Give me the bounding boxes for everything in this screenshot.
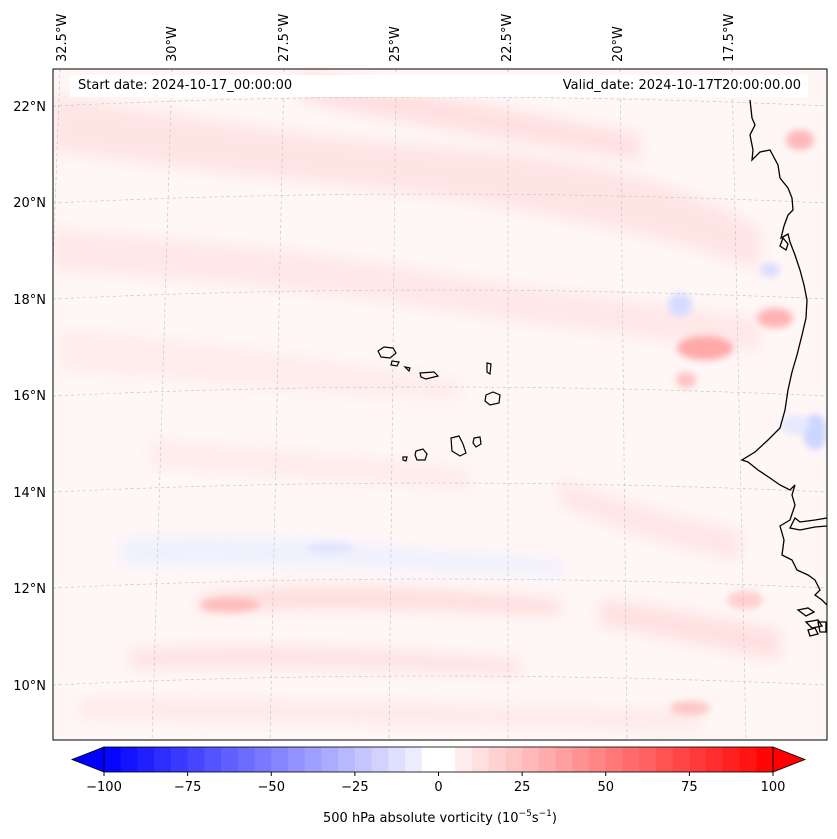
start-date-label: Start date: 2024-10-17_00:00:00 xyxy=(74,77,297,95)
colorbar-title: 500 hPa absolute vorticity (10−5s−1) xyxy=(323,809,557,826)
colorbar-segment xyxy=(237,747,256,772)
lat-label: 10°N xyxy=(13,679,46,694)
lat-label: 22°N xyxy=(13,100,46,115)
colorbar-segment xyxy=(572,747,590,772)
colorbar-segment xyxy=(304,747,322,772)
colorbar-tick-label: −100 xyxy=(86,780,122,795)
colorbar-segment xyxy=(170,747,189,772)
colorbar-segment xyxy=(154,747,172,772)
colorbar-segment xyxy=(538,747,557,772)
colorbar-segment xyxy=(605,747,623,772)
vorticity-field xyxy=(53,69,827,740)
lon-label: 25°W xyxy=(388,26,403,62)
lat-label: 18°N xyxy=(13,293,46,308)
lon-label: 22.5°W xyxy=(500,14,515,62)
colorbar-segment xyxy=(338,747,356,772)
colorbar-tick-label: 100 xyxy=(761,780,786,795)
colorbar-segment xyxy=(706,747,724,772)
colorbar-tick-label: −25 xyxy=(341,780,368,795)
colorbar xyxy=(70,746,807,773)
colorbar-segment xyxy=(639,747,657,772)
colorbar-extend-max xyxy=(772,746,807,773)
lat-label: 12°N xyxy=(13,582,46,597)
colorbar-segment xyxy=(204,747,222,772)
colorbar-segment xyxy=(187,747,205,772)
colorbar-segment xyxy=(505,747,523,772)
colorbar-segment xyxy=(137,747,155,772)
colorbar-tick-label: 0 xyxy=(434,780,442,795)
colorbar-segment xyxy=(438,747,456,772)
lon-label: 30°W xyxy=(165,26,180,62)
colorbar-tick-label: −50 xyxy=(258,780,285,795)
cape-verde-islands xyxy=(377,346,501,462)
colorbar-segment xyxy=(120,747,138,772)
colorbar-segment xyxy=(405,747,423,772)
colorbar-ticks: −100 −75 −50 −25 0 25 50 75 100 xyxy=(86,772,785,795)
valid-date-label: Valid_date: 2024-10-17T20:00:00.00 xyxy=(558,77,805,95)
colorbar-segment xyxy=(471,747,490,772)
colorbar-segment xyxy=(321,747,339,772)
colorbar-tick-label: 75 xyxy=(681,780,698,795)
colorbar-segment xyxy=(221,747,239,772)
colorbar-segment xyxy=(271,747,289,772)
colorbar-segment xyxy=(287,747,306,772)
lon-label: 32.5°W xyxy=(55,14,70,62)
colorbar-segment xyxy=(455,747,473,772)
colorbar-segment xyxy=(388,747,406,772)
colorbar-segment xyxy=(756,747,774,772)
lon-label: 20°W xyxy=(611,26,626,62)
colorbar-segment xyxy=(672,747,690,772)
colorbar-tick-label: 25 xyxy=(514,780,531,795)
colorbar-tick-label: −75 xyxy=(174,780,201,795)
colorbar-segment xyxy=(104,747,122,772)
lon-label: 27.5°W xyxy=(277,14,292,62)
african-coastline xyxy=(740,99,827,637)
colorbar-segment xyxy=(739,747,757,772)
lon-label: 17.5°W xyxy=(722,14,737,62)
lat-label: 14°N xyxy=(13,486,46,501)
colorbar-segment xyxy=(589,747,607,772)
colorbar-extend-min xyxy=(70,746,105,773)
colorbar-segment xyxy=(254,747,272,772)
colorbar-segment xyxy=(722,747,741,772)
colorbar-segment xyxy=(354,747,373,772)
colorbar-segment xyxy=(371,747,389,772)
plot-frame xyxy=(52,68,828,741)
colorbar-segment xyxy=(555,747,573,772)
colorbar-segment xyxy=(522,747,540,772)
lat-label: 16°N xyxy=(13,389,46,404)
colorbar-tick-label: 50 xyxy=(597,780,614,795)
colorbar-segment xyxy=(655,747,674,772)
lat-label: 20°N xyxy=(13,196,46,211)
colorbar-segment xyxy=(488,747,506,772)
colorbar-segment xyxy=(622,747,640,772)
colorbar-segment xyxy=(421,747,439,772)
graticule xyxy=(53,69,827,740)
colorbar-segment xyxy=(689,747,707,772)
